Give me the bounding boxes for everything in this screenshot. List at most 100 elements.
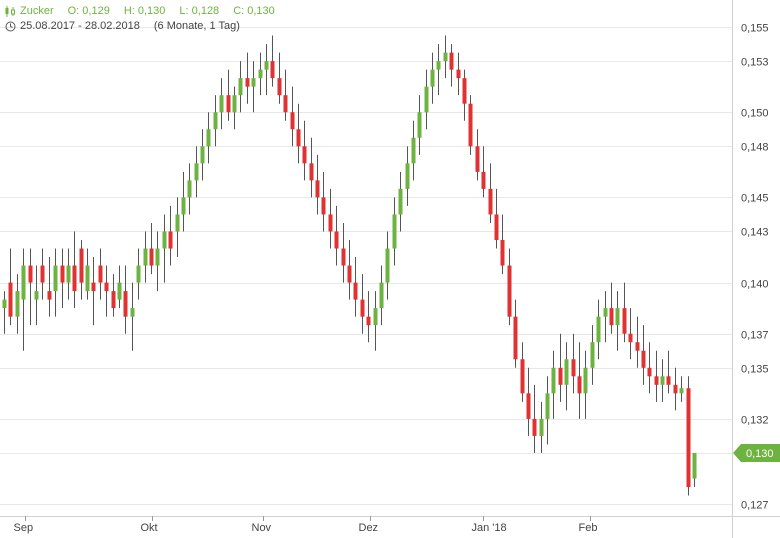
candle-body	[545, 393, 550, 419]
candle-body	[232, 95, 237, 113]
candle-body	[91, 282, 96, 292]
last-price-marker: 0,130	[733, 443, 780, 462]
candle-body	[635, 342, 640, 351]
candle-body	[206, 129, 211, 147]
candle-body	[283, 95, 288, 113]
candle-body	[315, 180, 320, 198]
y-tick-label: 0,148	[741, 142, 769, 154]
candle-body	[417, 112, 422, 138]
candle-body	[622, 308, 627, 334]
candle-body	[8, 282, 13, 317]
x-tick-label: Nov	[252, 522, 272, 534]
candle-body	[334, 231, 339, 249]
period-label: (6 Monate, 1 Tag)	[153, 20, 240, 32]
candle-body	[270, 61, 275, 79]
y-tick-label: 0,132	[741, 415, 769, 427]
candle-body	[468, 103, 473, 147]
candle-body	[647, 367, 652, 377]
candle-body	[590, 342, 595, 368]
candle-body	[60, 265, 65, 283]
candle-body	[245, 78, 250, 87]
candle-body	[430, 69, 435, 87]
candle-body	[277, 78, 282, 96]
candle-body	[411, 137, 416, 164]
candle-body	[603, 308, 608, 317]
candle-body	[98, 265, 103, 283]
candle-body	[34, 291, 39, 300]
low-value: L: 0,128	[179, 5, 220, 17]
candle-body	[213, 112, 218, 130]
candle-body	[347, 265, 352, 283]
candle-body	[654, 376, 659, 385]
y-tick-label: 0,127	[741, 500, 769, 512]
candle-body	[571, 359, 576, 377]
candle-body	[398, 188, 403, 215]
candle-body	[628, 333, 633, 343]
candle-body	[673, 384, 678, 394]
candle-body	[475, 146, 480, 172]
candle-body	[449, 52, 454, 70]
candle-body	[200, 146, 205, 164]
candle-body	[641, 350, 646, 368]
candle-body	[117, 282, 122, 300]
candle-body	[379, 282, 384, 309]
candle-body	[15, 291, 20, 317]
candle-body	[47, 291, 52, 300]
close-value: C: 0,130	[233, 5, 275, 17]
x-tick-label: Okt	[141, 522, 158, 534]
candle-body	[353, 282, 358, 300]
candle-body	[238, 78, 243, 96]
y-tick-label: 0,135	[741, 364, 769, 376]
candle-body	[143, 248, 148, 266]
x-tick-label: Jan '18	[472, 522, 507, 534]
candle-body	[615, 308, 620, 326]
last-price-label: 0,130	[746, 448, 774, 460]
candlestick-chart-icon	[4, 6, 16, 18]
y-tick-label: 0,143	[741, 227, 769, 239]
candle-body	[194, 163, 199, 181]
x-tick-label: Dez	[359, 522, 379, 534]
y-tick-label: 0,155	[741, 23, 769, 35]
candle-body	[500, 240, 505, 266]
candle-body	[666, 376, 671, 385]
chart-header: Zucker O: 0,129 H: 0,130 L: 0,128 C: 0,1…	[4, 4, 275, 34]
candle-body	[385, 248, 390, 283]
candles-layer	[2, 35, 697, 496]
candle-body	[149, 248, 154, 266]
candle-body	[577, 376, 582, 394]
candle-body	[251, 78, 256, 87]
candle-body	[494, 214, 499, 240]
x-tick-label: Feb	[579, 522, 598, 534]
y-tick-label: 0,150	[741, 108, 769, 120]
date-range: 25.08.2017 - 28.02.2018	[20, 20, 140, 32]
candle-body	[226, 95, 231, 113]
candle-body	[609, 308, 614, 326]
candle-body	[328, 214, 333, 232]
high-value: H: 0,130	[123, 5, 166, 17]
candle-body	[264, 61, 269, 70]
y-tick-label: 0,153	[741, 57, 769, 69]
candle-body	[392, 214, 397, 249]
candle-body	[2, 299, 7, 309]
candle-body	[155, 248, 160, 266]
candle-body	[296, 129, 301, 147]
x-tick-label: Sep	[14, 522, 34, 534]
candle-body	[513, 316, 518, 360]
candle-body	[309, 163, 314, 181]
instrument-name: Zucker	[20, 5, 54, 17]
candle-body	[539, 418, 544, 436]
candle-body	[532, 418, 537, 436]
candle-body	[168, 231, 173, 249]
candle-body	[123, 291, 128, 317]
last-price-badge	[733, 443, 780, 462]
candle-body	[526, 393, 531, 419]
candle-body	[520, 359, 525, 394]
candle-body	[302, 146, 307, 164]
candle-body	[660, 376, 665, 385]
candle-body	[72, 265, 77, 292]
candle-body	[187, 180, 192, 198]
candle-body	[551, 367, 556, 394]
candle-body	[360, 299, 365, 317]
candle-body	[21, 265, 26, 300]
